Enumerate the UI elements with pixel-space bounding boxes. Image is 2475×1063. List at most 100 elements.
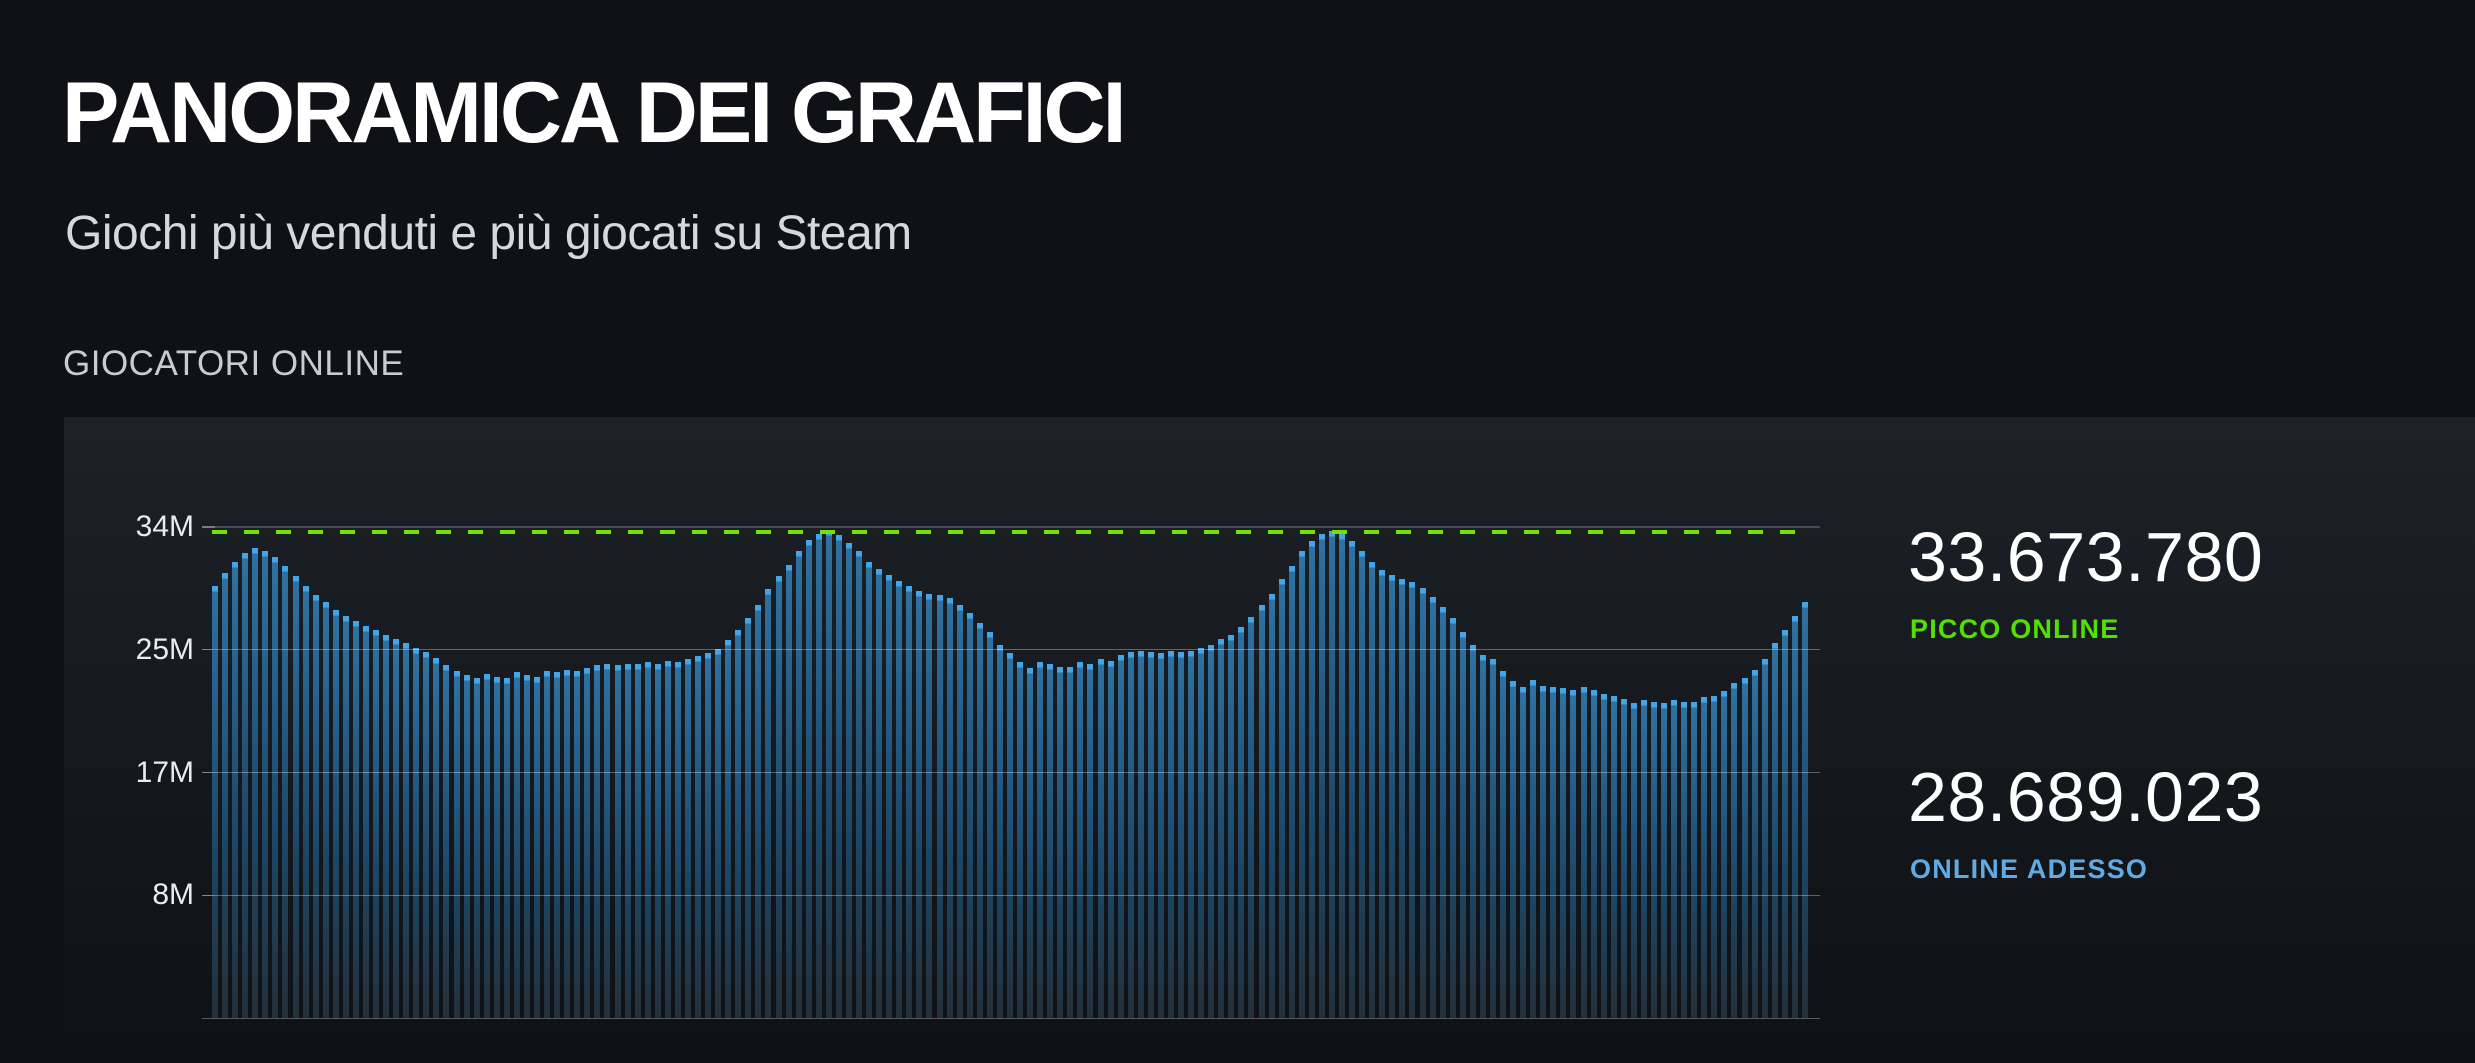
chart-bar xyxy=(1640,700,1647,1018)
chart-bar xyxy=(876,569,883,1018)
chart-bar xyxy=(1087,664,1094,1018)
chart-bar xyxy=(282,566,289,1018)
chart-bar xyxy=(916,591,923,1018)
chart-bar xyxy=(825,530,832,1018)
page-subtitle: Giochi più venduti e più giocati su Stea… xyxy=(65,207,912,260)
chart-bar xyxy=(856,551,862,1018)
chart-bar xyxy=(1178,652,1184,1018)
chart-bar xyxy=(745,618,752,1018)
chart-bar xyxy=(1500,671,1506,1018)
chart-bar xyxy=(735,630,742,1018)
chart-bar xyxy=(1560,688,1567,1018)
chart-bar xyxy=(232,562,239,1018)
chart-bar xyxy=(1620,699,1627,1018)
chart-bar xyxy=(1781,630,1788,1018)
chart-bar xyxy=(1077,662,1084,1018)
page-title: PANORAMICA DEI GRAFICI xyxy=(62,65,1127,161)
chart-bar xyxy=(795,551,802,1018)
chart-bar xyxy=(896,581,903,1018)
chart-bar xyxy=(1751,670,1758,1018)
peak-online-dashed-line xyxy=(212,530,1810,534)
chart-bar xyxy=(1067,667,1074,1018)
y-axis-label-34m: 34M xyxy=(135,510,194,543)
chart-bar xyxy=(1339,534,1345,1018)
chart-bar xyxy=(1439,607,1446,1018)
chart-bar xyxy=(1198,648,1205,1018)
chart-bar xyxy=(473,678,480,1018)
chart-bar xyxy=(594,665,601,1018)
chart-bar xyxy=(654,664,661,1018)
chart-bar xyxy=(1369,562,1376,1018)
peak-online-label: PICCO ONLINE xyxy=(1910,614,2120,644)
chart-bar xyxy=(453,671,460,1018)
chart-bar xyxy=(1711,696,1718,1018)
y-axis-label-17m: 17M xyxy=(135,756,194,789)
chart-bar xyxy=(443,665,450,1018)
chart-bar xyxy=(1057,667,1064,1018)
y-axis-label-8m: 8M xyxy=(152,878,194,911)
chart-bar xyxy=(544,671,551,1018)
chart-bar xyxy=(695,656,701,1018)
online-now-label: ONLINE ADESSO xyxy=(1910,854,2149,884)
chart-bar xyxy=(1791,616,1798,1018)
chart-bar xyxy=(513,672,520,1018)
chart-bar xyxy=(483,674,490,1018)
chart-bar xyxy=(312,595,319,1018)
chart-bar xyxy=(1510,681,1517,1018)
chart-bar xyxy=(835,535,842,1018)
chart-bar xyxy=(1661,703,1667,1018)
chart-bar xyxy=(644,662,651,1018)
chart-bar xyxy=(433,658,440,1018)
players-online-bars-container xyxy=(212,527,1810,1018)
chart-bar xyxy=(1540,686,1547,1018)
chart-bar xyxy=(805,540,812,1018)
chart-bar xyxy=(1429,597,1436,1018)
chart-bar xyxy=(1600,694,1607,1018)
chart-bar xyxy=(212,586,218,1018)
chart-bar xyxy=(1459,632,1466,1018)
chart-bar xyxy=(1550,687,1557,1018)
chart-bar xyxy=(715,649,722,1018)
chart-bar xyxy=(1258,605,1265,1018)
chart-bar xyxy=(1771,643,1778,1018)
chart-bar xyxy=(1248,617,1255,1018)
chart-bar xyxy=(785,565,792,1018)
chart-bar xyxy=(936,595,943,1018)
chart-bar xyxy=(1107,661,1114,1018)
players-online-chart-panel: 34M 25M 17M 8M 33.673.780 PICCO ONLINE 2… xyxy=(64,417,2475,1063)
y-axis-label-25m: 25M xyxy=(135,633,194,666)
chart-bar xyxy=(1006,653,1013,1018)
chart-bar xyxy=(1580,687,1587,1018)
chart-bar xyxy=(413,648,420,1018)
chart-bar xyxy=(534,677,540,1018)
chart-bar xyxy=(252,548,259,1018)
chart-bar xyxy=(1520,687,1527,1018)
chart-bar xyxy=(292,576,299,1018)
chart-bar xyxy=(906,586,913,1018)
chart-bar xyxy=(1147,652,1154,1018)
chart-bar xyxy=(322,602,329,1018)
chart-bar xyxy=(684,659,691,1018)
chart-bar xyxy=(1671,700,1678,1018)
chart-bar xyxy=(614,665,621,1018)
chart-bar xyxy=(1650,702,1657,1018)
chart-bar xyxy=(493,677,500,1018)
chart-bar xyxy=(1328,531,1335,1018)
chart-bar xyxy=(584,668,591,1018)
chart-bar xyxy=(1389,575,1396,1018)
chart-bar xyxy=(866,562,873,1018)
chart-bar xyxy=(604,664,611,1018)
chart-bar xyxy=(886,575,893,1018)
chart-bar xyxy=(423,652,430,1018)
chart-bar xyxy=(222,573,229,1018)
chart-bar xyxy=(262,551,269,1018)
chart-bar xyxy=(463,675,470,1018)
chart-bar xyxy=(1017,662,1023,1018)
chart-bar xyxy=(1037,662,1044,1018)
chart-bar xyxy=(1399,579,1406,1018)
chart-bar xyxy=(1610,696,1617,1018)
chart-bar xyxy=(624,664,631,1018)
chart-bar xyxy=(1278,579,1285,1018)
chart-bar xyxy=(302,586,309,1018)
chart-bar xyxy=(1318,534,1325,1018)
